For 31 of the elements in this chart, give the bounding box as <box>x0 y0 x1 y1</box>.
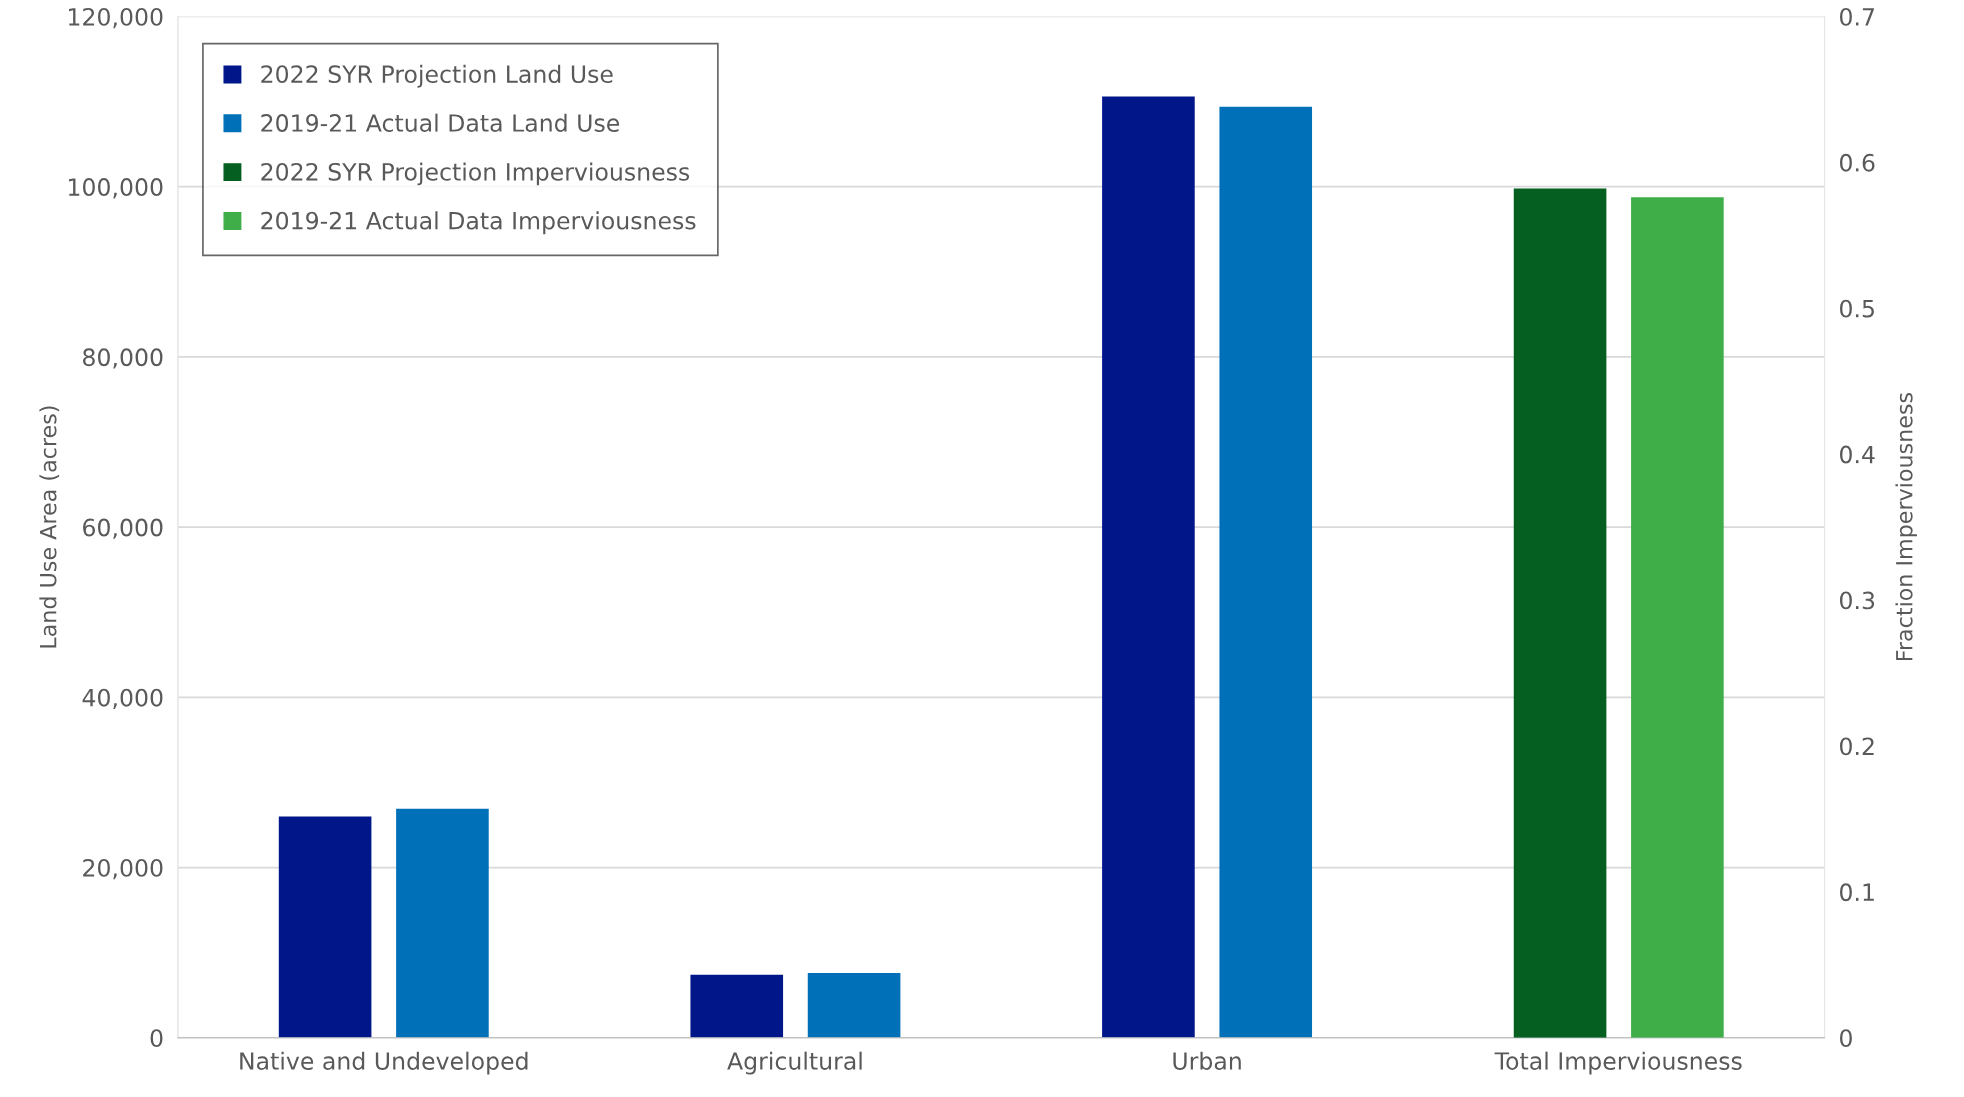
y2-tick-label: 0.7 <box>1840 7 1874 26</box>
y2-tick-label: 0.5 <box>1840 299 1874 318</box>
x-tick-label: Urban <box>1173 1051 1241 1070</box>
y-tick-label: 80,000 <box>83 348 163 369</box>
bar <box>1219 106 1313 1038</box>
y2-axis-title: Fraction Imperviousness <box>1895 393 1917 661</box>
y-axis-title: Land Use Area (acres) <box>39 406 60 648</box>
y-tick-label: 40,000 <box>82 688 163 710</box>
y2-tick-label: 0.2 <box>1840 737 1874 756</box>
x-tick-label: Total Imperviousness <box>1494 1051 1742 1075</box>
legend-label: 2022 SYR Projection Land Use <box>261 64 613 88</box>
y-tick-label: 120,000 <box>69 7 163 29</box>
legend-label: 2019-21 Actual Data Land Use <box>261 113 620 132</box>
y-tick-label: 20,000 <box>83 858 163 880</box>
bar <box>278 816 372 1038</box>
y-tick-label: 100,000 <box>69 178 163 199</box>
y2-tick-label: 0.4 <box>1840 445 1875 464</box>
y2-tick-label: 0.6 <box>1840 153 1875 172</box>
legend-label: 2022 SYR Projection Imperviousness <box>261 162 690 186</box>
x-tick-label: Agricultural <box>727 1051 862 1075</box>
y-tick-label: 0 <box>150 1029 163 1048</box>
legend-label: 2019-21 Actual Data Imperviousness <box>261 211 696 235</box>
bar <box>396 808 489 1038</box>
y-tick-label: 60,000 <box>83 518 163 539</box>
x-tick-label: Native and Undeveloped <box>240 1051 528 1075</box>
y2-tick-label: 0.3 <box>1840 591 1875 610</box>
bar <box>1102 96 1195 1038</box>
y2-tick-label: 0.1 <box>1840 883 1874 902</box>
bar <box>807 973 901 1038</box>
y2-tick-label: 0 <box>1840 1029 1852 1048</box>
bar <box>690 974 784 1038</box>
